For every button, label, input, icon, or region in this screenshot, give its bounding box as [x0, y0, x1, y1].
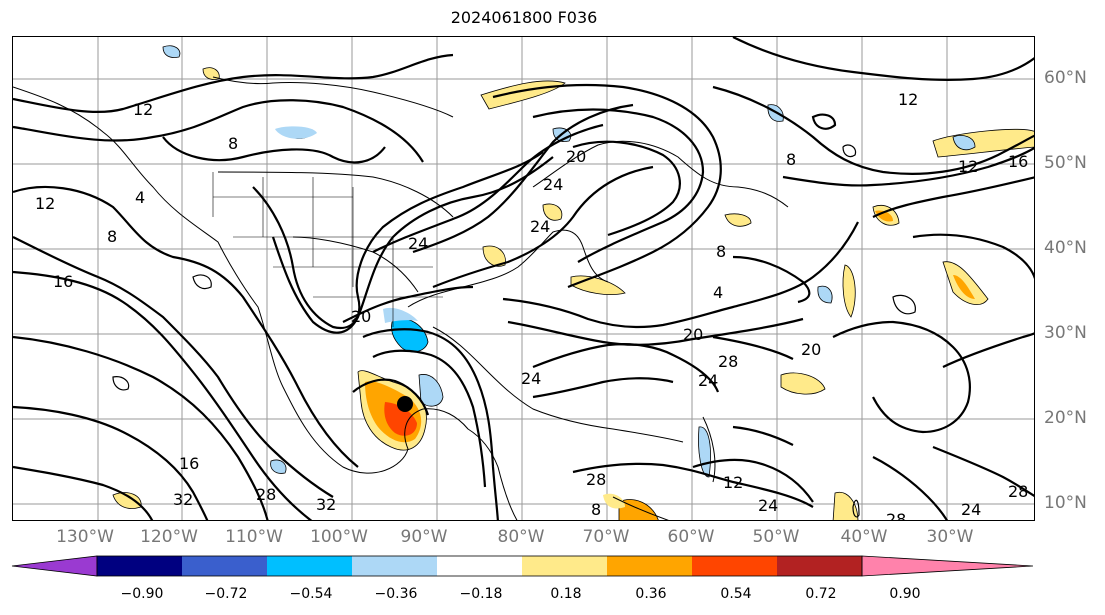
- colorbar-segment: [352, 556, 437, 576]
- colorbar-tick: 0.90: [889, 586, 921, 602]
- lat-label: 40°N: [1044, 238, 1087, 258]
- contour-label: 28: [886, 510, 906, 521]
- contour-label: 24: [543, 175, 563, 194]
- colorbar-tick: 0.72: [805, 586, 837, 602]
- contour-label: 24: [408, 234, 428, 253]
- contour-label: 28: [586, 470, 606, 489]
- lon-label: 70°W: [582, 527, 630, 547]
- contour-label: 8: [107, 227, 117, 246]
- state-borders: [212, 172, 443, 327]
- contour-label: 12: [958, 157, 978, 176]
- colorbar-tick: 0.36: [635, 586, 667, 602]
- colorbar: [11, 555, 1034, 577]
- lat-label: 50°N: [1044, 153, 1087, 173]
- contour-label: 12: [723, 473, 743, 492]
- colorbar-extend-low: [11, 555, 98, 577]
- colorbar-segment: [267, 556, 352, 576]
- lat-label: 10°N: [1044, 493, 1087, 513]
- contour-label: 24: [530, 217, 550, 236]
- contour-label: 12: [133, 100, 153, 119]
- contour-label: 20: [351, 307, 371, 326]
- contour-label: 20: [683, 325, 703, 344]
- contour-labels: 12 8 4 12 16 8 24 20 24 24 20 24 28 24 2…: [35, 90, 1028, 521]
- contour-label: 4: [135, 188, 145, 207]
- colorbar-tick: −0.54: [289, 586, 333, 602]
- colorbar-segment: [437, 556, 522, 576]
- colorbar-segment: [607, 556, 692, 576]
- contour-label: 16: [179, 454, 199, 473]
- colorbar-tick: 0.54: [720, 586, 752, 602]
- lat-label: 20°N: [1044, 408, 1087, 428]
- map-canvas: 12 8 4 12 16 8 24 20 24 24 20 24 28 24 2…: [13, 37, 1034, 521]
- lon-label: 50°W: [752, 527, 800, 547]
- contour-label: 24: [698, 371, 718, 390]
- contour-label: 32: [173, 490, 193, 509]
- colorbar-tick: −0.36: [374, 586, 418, 602]
- contour-label: 16: [1008, 152, 1028, 171]
- contour-label: 8: [786, 150, 796, 169]
- colorbar-tick: −0.72: [204, 586, 248, 602]
- contour-label: 24: [961, 500, 981, 519]
- lon-label: 130°W: [56, 527, 114, 547]
- contour-label: 12: [898, 90, 918, 109]
- colorbar-segment: [182, 556, 267, 576]
- storm-center-marker[interactable]: [397, 396, 413, 412]
- contour-label: 8: [591, 500, 601, 519]
- colorbar-segment: [97, 556, 182, 576]
- colorbar-segment: [522, 556, 607, 576]
- lat-label: 30°N: [1044, 323, 1087, 343]
- contour-label: 20: [801, 340, 821, 359]
- lon-label: 100°W: [310, 527, 368, 547]
- colorbar-tick: −0.18: [459, 586, 503, 602]
- contour-label: 24: [758, 496, 778, 515]
- contour-label: 24: [521, 369, 541, 388]
- contour-label: 12: [35, 194, 55, 213]
- lon-label: 120°W: [140, 527, 198, 547]
- contour-label: 28: [1008, 482, 1028, 501]
- contour-label: 32: [316, 495, 336, 514]
- contour-label: 20: [566, 147, 586, 166]
- lon-label: 40°W: [840, 527, 888, 547]
- lon-label: 30°W: [926, 527, 974, 547]
- colorbar-segment: [692, 556, 777, 576]
- lon-label: 110°W: [225, 527, 283, 547]
- lon-label: 80°W: [497, 527, 545, 547]
- graticule: [13, 37, 1034, 520]
- colorbar-extend-high: [861, 555, 1034, 577]
- shading-patches: [112, 45, 1034, 520]
- contour-label: 4: [713, 283, 723, 302]
- contour-label: 8: [716, 242, 726, 261]
- map-panel[interactable]: 12 8 4 12 16 8 24 20 24 24 20 24 28 24 2…: [12, 36, 1035, 521]
- contour-label: 8: [228, 134, 238, 153]
- lon-label: 90°W: [400, 527, 448, 547]
- colorbar-tick: 0.18: [550, 586, 582, 602]
- contour-label: 28: [256, 485, 276, 504]
- contour-label: 16: [53, 272, 73, 291]
- lon-label: 60°W: [667, 527, 715, 547]
- thin-contours: [112, 144, 916, 518]
- colorbar-tick: −0.90: [120, 586, 164, 602]
- colorbar-segment: [777, 556, 862, 576]
- lat-label: 60°N: [1044, 68, 1087, 88]
- map-title: 2024061800 F036: [450, 8, 598, 27]
- contour-lines: [13, 37, 1034, 520]
- contour-label: 28: [718, 352, 738, 371]
